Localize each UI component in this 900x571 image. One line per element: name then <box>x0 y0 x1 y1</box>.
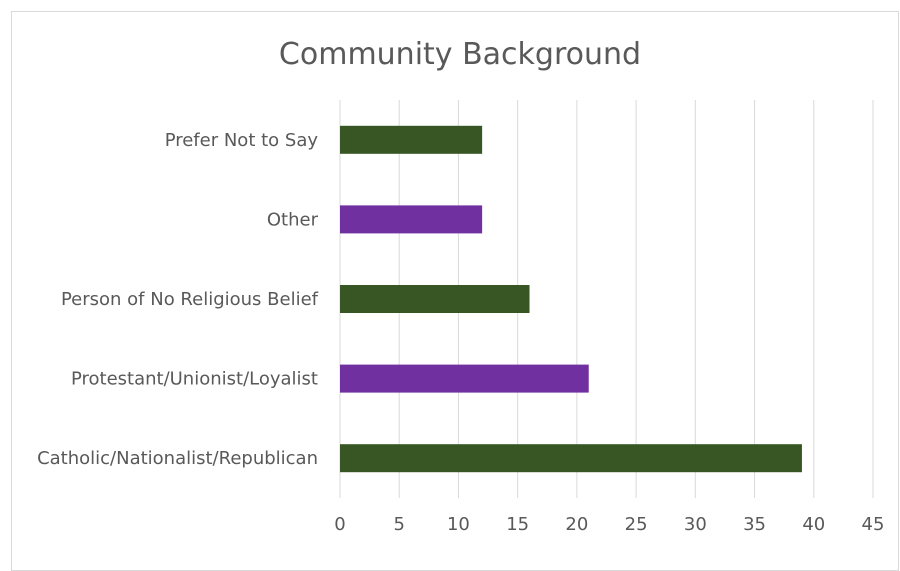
bar-chart: Community Background Catholic/Nationalis… <box>37 37 884 535</box>
bar <box>340 125 483 154</box>
x-tick-label: 25 <box>625 514 648 535</box>
bars <box>340 125 802 473</box>
x-tick-label: 35 <box>743 514 766 535</box>
bar <box>340 205 483 234</box>
bar <box>340 285 530 313</box>
x-tick-label: 10 <box>447 514 470 535</box>
x-tick-label: 15 <box>506 514 529 535</box>
x-tick-label: 40 <box>802 514 825 535</box>
chart-title: Community Background <box>279 37 641 72</box>
x-tick-labels: 0 5 10 15 20 25 30 35 40 45 <box>334 514 884 535</box>
bar <box>340 444 802 473</box>
x-tick-label: 20 <box>565 514 588 535</box>
category-label: Person of No Religious Belief <box>61 289 319 310</box>
category-label: Other <box>267 209 319 230</box>
x-tick-label: 45 <box>862 514 885 535</box>
x-tick-label: 30 <box>684 514 707 535</box>
category-label: Protestant/Unionist/Loyalist <box>71 369 318 390</box>
x-tick-label: 0 <box>334 514 345 535</box>
x-tick-label: 5 <box>393 514 404 535</box>
category-labels: Catholic/Nationalist/Republican Protestan… <box>37 130 319 469</box>
gridlines <box>339 100 874 498</box>
category-label: Prefer Not to Say <box>165 130 319 151</box>
category-label: Catholic/Nationalist/Republican <box>37 448 318 469</box>
bar <box>340 364 589 393</box>
